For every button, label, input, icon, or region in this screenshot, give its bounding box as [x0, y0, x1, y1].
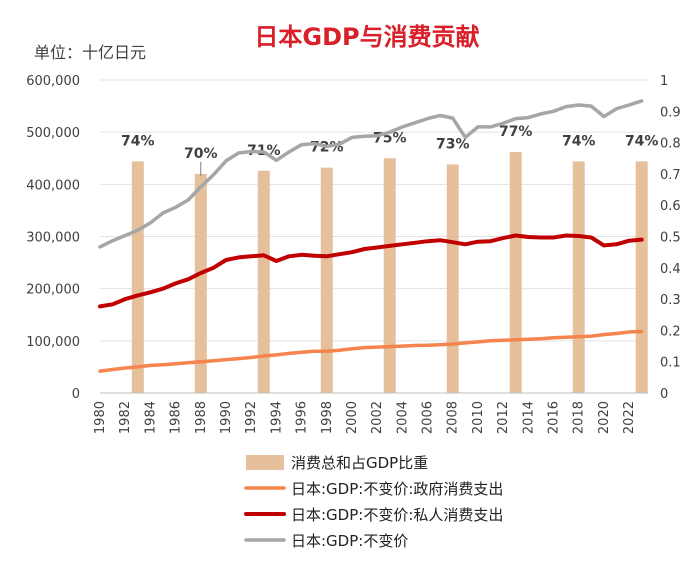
- bar: [572, 161, 585, 393]
- bar: [320, 167, 333, 393]
- y-left-tick-label: 600,000: [26, 74, 80, 89]
- y-right-tick-label: 0.8: [660, 137, 681, 152]
- series-line: [98, 233, 644, 309]
- x-tick-label: 2012: [496, 401, 511, 434]
- chart-title: 日本GDP与消费贡献: [254, 23, 479, 51]
- y-right-tick-label: 0.4: [660, 262, 681, 277]
- x-tick-label: 2020: [597, 401, 612, 434]
- bar-series: 74%70% 71% 72%75% 73%77%74% 74%: [121, 124, 658, 393]
- x-tick-label: 1986: [169, 401, 184, 434]
- bar: [446, 164, 459, 393]
- y-right-tick-label: 1: [660, 74, 668, 89]
- bar: [194, 173, 207, 393]
- bar: [635, 161, 648, 393]
- bar: [383, 158, 396, 393]
- bar: [257, 170, 270, 393]
- y-left-tick-label: 200,000: [26, 283, 80, 298]
- y-right-tick-label: 0.1: [660, 356, 681, 371]
- y-right-tick-label: 0.9: [660, 105, 681, 120]
- bar-data-label: 70%: [184, 146, 218, 162]
- legend-swatch: [246, 455, 284, 470]
- x-tick-label: 2000: [345, 401, 360, 434]
- y-left-tick-label: 400,000: [26, 178, 80, 193]
- x-tick-label: 2022: [622, 401, 637, 434]
- line-series: [98, 99, 644, 373]
- y-left-tick-label: 300,000: [26, 231, 80, 246]
- y-left-tick-label: 500,000: [26, 126, 80, 141]
- bar-data-label: 74%: [625, 133, 659, 149]
- bar-data-label: 74%: [121, 133, 155, 149]
- x-tick-label: 2014: [521, 401, 536, 434]
- series-line: [98, 99, 644, 249]
- y-right-tick-label: 0.5: [660, 231, 681, 246]
- x-tick-label: 2002: [370, 401, 385, 434]
- y-right-tick-label: 0.7: [660, 168, 681, 183]
- x-tick-label: 2010: [471, 401, 486, 434]
- x-tick-label: 1994: [269, 401, 284, 434]
- bar-data-label: 77%: [499, 124, 533, 140]
- axes: 0 100,000 200,000 300,000 400,000 500,000 600,…: [26, 74, 680, 434]
- y-left-tick-label: 100,000: [26, 335, 80, 350]
- bar-data-label: 74%: [562, 133, 596, 149]
- series-line: [98, 329, 644, 373]
- x-tick-label: 2018: [572, 401, 587, 434]
- legend-label: 消费总和占GDP比重: [291, 454, 428, 472]
- x-tick-label: 1990: [219, 401, 234, 434]
- gridlines: [100, 79, 648, 394]
- x-tick-label: 1988: [194, 401, 209, 434]
- x-tick-label: 1980: [93, 401, 108, 434]
- y-left-tick-label: 0: [72, 387, 80, 402]
- x-tick-label: 1992: [244, 401, 259, 434]
- x-tick-label: 2016: [547, 401, 562, 434]
- legend-label: 日本:GDP:不变价:政府消费支出: [291, 480, 503, 498]
- x-tick-label: 1996: [295, 401, 310, 434]
- legend-label: 日本:GDP:不变价:私人消费支出: [291, 506, 503, 524]
- unit-label: 单位：十亿日元: [34, 43, 146, 62]
- legend: 消费总和占GDP比重日本:GDP:不变价:政府消费支出日本:GDP:不变价:私人…: [244, 454, 503, 550]
- y-right-tick-label: 0.6: [660, 199, 681, 214]
- bar: [509, 151, 522, 393]
- y-right-tick-label: 0.3: [660, 293, 681, 308]
- x-tick-label: 1982: [118, 401, 133, 434]
- y-right-tick-label: 0.2: [660, 324, 681, 339]
- bar-data-label: 73%: [436, 137, 470, 153]
- x-tick-label: 2008: [446, 401, 461, 434]
- bar: [131, 161, 144, 393]
- x-tick-label: 2006: [421, 401, 436, 434]
- x-tick-label: 1984: [143, 401, 158, 434]
- x-tick-label: 2004: [395, 401, 410, 434]
- x-tick-label: 1998: [320, 401, 335, 434]
- legend-label: 日本:GDP:不变价: [291, 532, 408, 550]
- y-right-tick-label: 0: [660, 387, 668, 402]
